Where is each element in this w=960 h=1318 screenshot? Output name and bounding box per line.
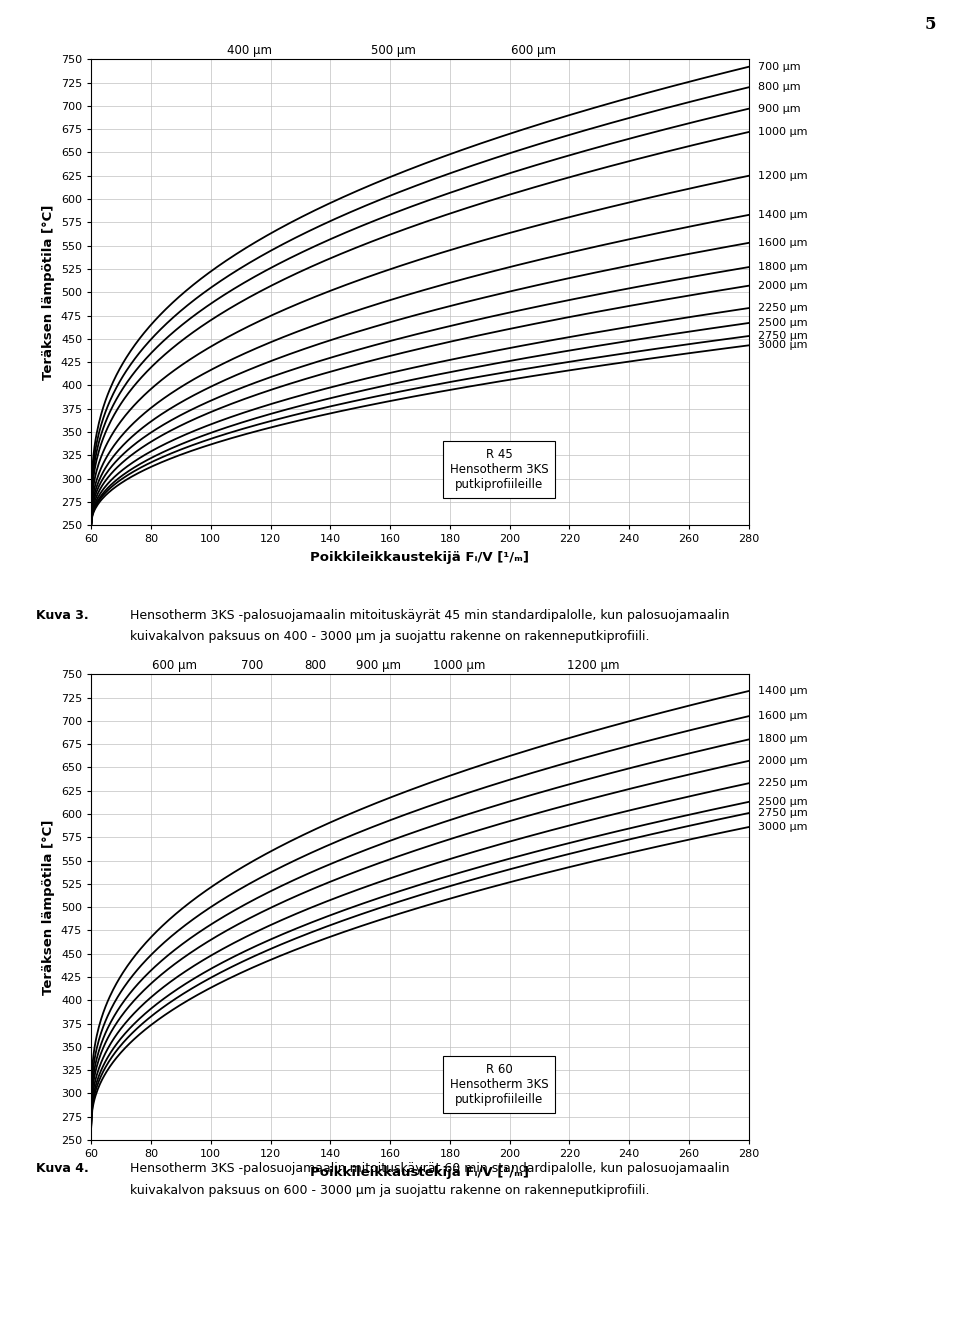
Text: 400 μm: 400 μm bbox=[228, 45, 272, 58]
Text: 800 μm: 800 μm bbox=[757, 82, 801, 92]
Text: 2000 μm: 2000 μm bbox=[757, 281, 807, 291]
Text: 700: 700 bbox=[242, 659, 264, 672]
Text: 1600 μm: 1600 μm bbox=[757, 237, 807, 248]
X-axis label: Poikkileikkaustekijä Fᵢ/V [¹/ₘ]: Poikkileikkaustekijä Fᵢ/V [¹/ₘ] bbox=[310, 1166, 530, 1180]
Text: Hensotherm 3KS -palosuojamaalin mitoituskäyrät 45 min standardipalolle, kun palo: Hensotherm 3KS -palosuojamaalin mitoitus… bbox=[130, 609, 729, 622]
Text: 2750 μm: 2750 μm bbox=[757, 331, 807, 341]
Text: 700 μm: 700 μm bbox=[757, 62, 801, 71]
Text: R 60
Hensotherm 3KS
putkiprofiileille: R 60 Hensotherm 3KS putkiprofiileille bbox=[449, 1062, 548, 1106]
Text: 1800 μm: 1800 μm bbox=[757, 262, 807, 272]
X-axis label: Poikkileikkaustekijä Fᵢ/V [¹/ₘ]: Poikkileikkaustekijä Fᵢ/V [¹/ₘ] bbox=[310, 551, 530, 564]
Text: kuivakalvon paksuus on 400 - 3000 μm ja suojattu rakenne on rakenneputkiprofiili: kuivakalvon paksuus on 400 - 3000 μm ja … bbox=[130, 630, 649, 643]
Text: 800: 800 bbox=[304, 659, 326, 672]
Text: 2500 μm: 2500 μm bbox=[757, 318, 807, 328]
Text: 3000 μm: 3000 μm bbox=[757, 822, 807, 832]
Text: 1200 μm: 1200 μm bbox=[567, 659, 619, 672]
Text: 1000 μm: 1000 μm bbox=[433, 659, 485, 672]
Text: 2250 μm: 2250 μm bbox=[757, 303, 807, 314]
Text: 1600 μm: 1600 μm bbox=[757, 712, 807, 721]
Text: 1200 μm: 1200 μm bbox=[757, 171, 807, 181]
Text: R 45
Hensotherm 3KS
putkiprofiileille: R 45 Hensotherm 3KS putkiprofiileille bbox=[449, 448, 548, 490]
Y-axis label: Teräksen lämpötila [°C]: Teräksen lämpötila [°C] bbox=[42, 204, 56, 380]
Text: 5: 5 bbox=[924, 16, 936, 33]
Text: 2250 μm: 2250 μm bbox=[757, 778, 807, 788]
Text: 500 μm: 500 μm bbox=[371, 45, 416, 58]
Text: 600 μm: 600 μm bbox=[153, 659, 198, 672]
Y-axis label: Teräksen lämpötila [°C]: Teräksen lämpötila [°C] bbox=[42, 820, 56, 995]
Text: 2500 μm: 2500 μm bbox=[757, 797, 807, 807]
Text: 1800 μm: 1800 μm bbox=[757, 734, 807, 745]
Text: 900 μm: 900 μm bbox=[757, 104, 801, 113]
Text: 1000 μm: 1000 μm bbox=[757, 127, 807, 137]
Text: Kuva 4.: Kuva 4. bbox=[36, 1162, 89, 1176]
Text: 2750 μm: 2750 μm bbox=[757, 808, 807, 818]
Text: kuivakalvon paksuus on 600 - 3000 μm ja suojattu rakenne on rakenneputkiprofiili: kuivakalvon paksuus on 600 - 3000 μm ja … bbox=[130, 1184, 649, 1197]
Text: 2000 μm: 2000 μm bbox=[757, 755, 807, 766]
Text: 3000 μm: 3000 μm bbox=[757, 340, 807, 351]
Text: 900 μm: 900 μm bbox=[355, 659, 400, 672]
Text: Kuva 3.: Kuva 3. bbox=[36, 609, 89, 622]
Text: 600 μm: 600 μm bbox=[511, 45, 556, 58]
Text: 1400 μm: 1400 μm bbox=[757, 685, 807, 696]
Text: Hensotherm 3KS -palosuojamaalin mitoituskäyrät 60 min standardipalolle, kun palo: Hensotherm 3KS -palosuojamaalin mitoitus… bbox=[130, 1162, 729, 1176]
Text: 1400 μm: 1400 μm bbox=[757, 210, 807, 220]
